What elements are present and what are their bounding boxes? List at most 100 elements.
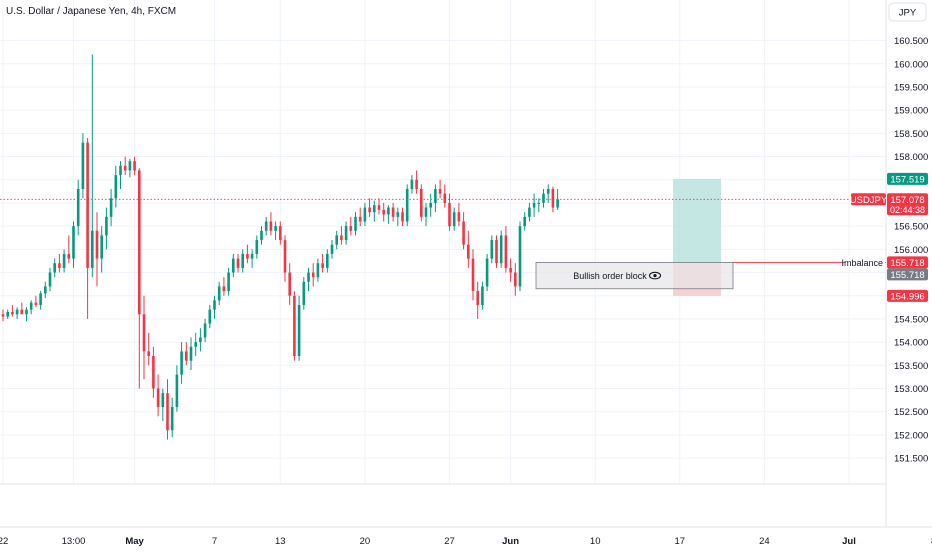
candle xyxy=(86,137,89,319)
candle-body xyxy=(499,235,503,264)
price-tick-label: 152.000 xyxy=(894,430,928,441)
candle xyxy=(138,168,141,389)
candle-body xyxy=(504,235,508,268)
candle xyxy=(293,291,296,361)
candle-body xyxy=(133,161,136,171)
candle xyxy=(156,374,160,417)
countdown-text: 02:44:38 xyxy=(890,205,925,215)
time-tick-label: 20 xyxy=(360,536,371,547)
candle xyxy=(269,212,273,236)
candles xyxy=(1,54,559,440)
candle xyxy=(302,277,306,310)
candle-body xyxy=(114,175,118,199)
candle xyxy=(194,332,197,357)
order-block-price-badge[interactable]: 155.718 xyxy=(887,268,928,281)
candle xyxy=(213,295,216,319)
candle-body xyxy=(213,300,216,310)
candle xyxy=(335,230,338,250)
candle-body xyxy=(86,142,89,268)
order-block-box[interactable] xyxy=(535,262,734,290)
candle xyxy=(232,253,235,278)
candle-body xyxy=(128,161,132,171)
candle xyxy=(255,235,259,259)
candle-body xyxy=(217,286,221,301)
target-price-badge[interactable]: 157.519 xyxy=(887,172,928,186)
candle xyxy=(208,304,212,329)
candle xyxy=(76,179,80,236)
candle xyxy=(485,253,489,292)
candle-body xyxy=(326,253,329,268)
eye-icon[interactable] xyxy=(648,271,662,280)
time-axis[interactable]: 22 13:00 May 7 13 20 27 Jun 10 17 24 Jul 8 xyxy=(0,536,932,547)
candle xyxy=(349,216,353,236)
candle-body xyxy=(175,374,179,408)
candle-body xyxy=(283,240,287,273)
candle-body xyxy=(401,212,404,222)
imbalance-price-badge[interactable]: 155.718 xyxy=(887,256,928,269)
candle-body xyxy=(373,205,376,213)
candle xyxy=(476,281,479,319)
candle-body xyxy=(532,202,536,208)
candle-body xyxy=(25,309,28,315)
candle xyxy=(420,184,423,222)
stop-price-badge[interactable]: 154.996 xyxy=(887,289,928,303)
symbol-tag-bg xyxy=(851,193,886,206)
candle-body xyxy=(72,226,75,259)
candle-body xyxy=(100,235,103,259)
candle-body xyxy=(528,207,531,217)
candle-body xyxy=(368,207,371,213)
candle-body xyxy=(358,216,362,222)
candle xyxy=(354,212,357,236)
candle xyxy=(311,263,315,287)
symbol-tag[interactable]: USDJPY xyxy=(850,193,888,206)
candle xyxy=(490,235,494,264)
candle-body xyxy=(387,207,390,215)
candle-body xyxy=(199,337,202,343)
candle xyxy=(452,207,456,231)
candle xyxy=(326,249,329,273)
price-tick-label: 158.500 xyxy=(894,129,928,140)
candle-body xyxy=(335,235,338,245)
target-zone[interactable] xyxy=(673,178,721,263)
candle-body xyxy=(448,202,451,227)
candle-body xyxy=(293,295,296,357)
candle-body xyxy=(156,388,160,408)
price-tick-label: 154.000 xyxy=(894,338,928,349)
currency-button[interactable]: JPY xyxy=(888,2,927,22)
candle-body xyxy=(53,263,56,273)
position-zones[interactable]: Bullish order block xyxy=(535,178,734,296)
candle xyxy=(25,307,28,322)
candle-body xyxy=(542,193,545,203)
candle xyxy=(363,202,367,227)
candle-body xyxy=(509,267,512,273)
order-block-price-badge-bg xyxy=(887,268,928,281)
candle-body xyxy=(39,293,42,305)
candle xyxy=(48,267,52,292)
candle xyxy=(203,318,207,343)
candle xyxy=(434,184,437,213)
candle xyxy=(462,212,465,250)
candle xyxy=(142,295,146,380)
candle-body xyxy=(514,272,517,287)
candle xyxy=(123,156,127,176)
candle-body xyxy=(382,209,385,215)
candle-body xyxy=(349,226,353,231)
candle xyxy=(133,156,136,176)
candle-body xyxy=(274,226,277,231)
price-tick-label: 156.000 xyxy=(894,245,928,256)
price-tick-label: 153.000 xyxy=(894,384,928,395)
candle xyxy=(443,184,447,208)
candle-body xyxy=(424,207,428,217)
candle-body xyxy=(457,212,461,222)
time-tick-label: 24 xyxy=(759,536,770,547)
candle-body xyxy=(415,179,418,190)
currency-button-label: JPY xyxy=(899,8,917,19)
candle-body xyxy=(1,314,5,317)
candle xyxy=(410,175,414,194)
price-axis[interactable]: 160.500 160.000 159.500 159.000 158.500 158.0… xyxy=(887,36,928,465)
candle xyxy=(58,253,61,273)
candle-body xyxy=(11,311,14,315)
